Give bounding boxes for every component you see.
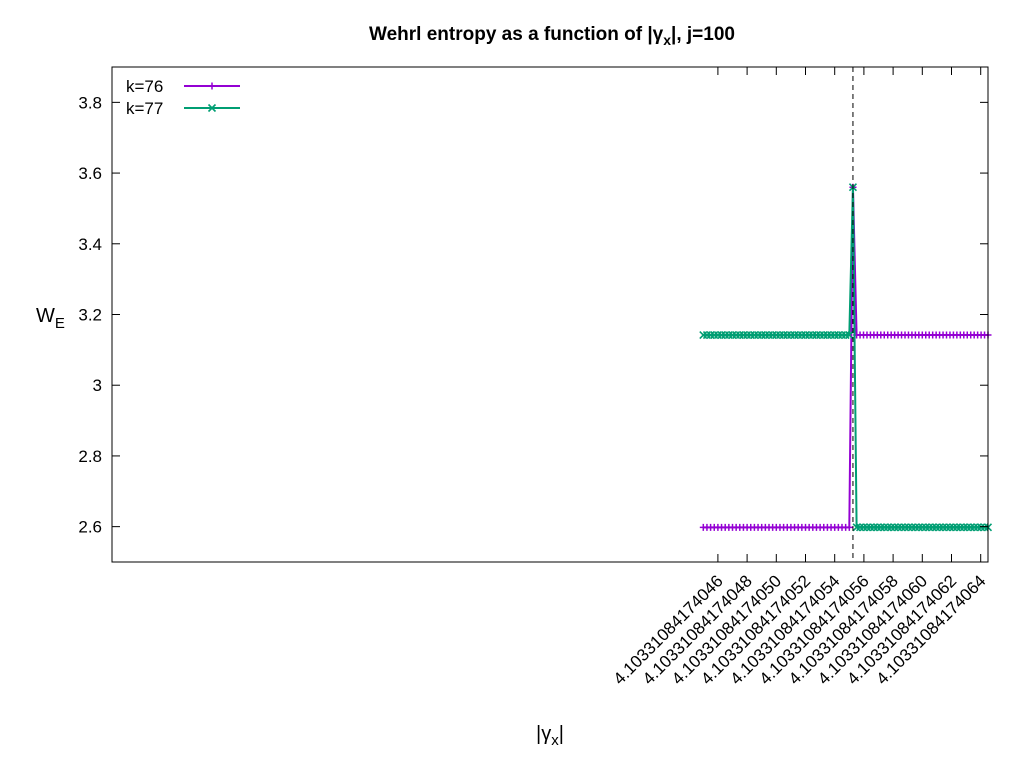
series-1-point-51 — [883, 523, 892, 532]
series-1-point-68 — [942, 523, 951, 532]
series-1-point-48 — [873, 523, 882, 532]
series-1-point-49 — [876, 523, 885, 532]
legend-label-1: k=77 — [126, 99, 163, 118]
series-1-point-46 — [866, 523, 875, 532]
series-1-point-78 — [977, 523, 986, 532]
series-line-1 — [703, 187, 988, 529]
series-1-point-75 — [966, 523, 975, 532]
series-1-point-44 — [859, 523, 868, 532]
series-1-point-64 — [928, 523, 937, 532]
y-tick-label: 2.8 — [78, 447, 102, 466]
x-axis-label: |γx| — [536, 723, 564, 749]
y-tick-label: 2.6 — [78, 518, 102, 537]
series-1-point-72 — [956, 523, 965, 532]
series-1-point-65 — [932, 523, 941, 532]
series-0-point-40 — [845, 523, 853, 531]
series-1-point-70 — [949, 523, 958, 532]
series-line-0 — [703, 187, 988, 529]
series-1-point-79 — [980, 523, 989, 532]
series-1-point-59 — [911, 523, 920, 532]
series-1-point-67 — [938, 523, 948, 532]
series-1-point-52 — [887, 523, 896, 532]
series-1-point-54 — [894, 523, 903, 532]
series-1-point-45 — [862, 523, 872, 532]
y-tick-label: 3 — [93, 376, 102, 395]
series-1-point-62 — [921, 523, 930, 532]
chart-title: Wehrl entropy as a function of |γx|, j=1… — [369, 24, 735, 48]
series-1-point-74 — [963, 523, 972, 532]
series-1-point-53 — [890, 523, 899, 532]
series-1-point-66 — [935, 523, 944, 532]
series-1-point-55 — [897, 523, 906, 532]
legend-marker-0 — [208, 82, 216, 90]
series-1-point-56 — [900, 523, 910, 532]
series-1-point-73 — [959, 523, 968, 532]
series-1-point-50 — [880, 523, 889, 532]
series-1-point-71 — [952, 523, 961, 532]
y-tick-label: 3.4 — [78, 235, 102, 254]
axes: 2.62.833.23.43.63.84.103310841740464.103… — [78, 66, 990, 688]
y-tick-label: 3.8 — [78, 93, 102, 112]
plot-area — [699, 67, 993, 562]
series-1-point-58 — [907, 523, 916, 532]
y-axis-label: WE — [36, 305, 65, 332]
series-1-point-40 — [845, 330, 854, 340]
series-1-point-69 — [945, 523, 955, 532]
series-1-point-42 — [852, 523, 861, 532]
legend-marker-1 — [207, 103, 217, 113]
series-1-point-77 — [973, 523, 982, 532]
series-1-point-47 — [869, 523, 878, 532]
series-1-point-63 — [925, 523, 934, 532]
series-1-point-57 — [904, 523, 913, 532]
series-1-point-60 — [914, 523, 923, 532]
y-tick-label: 3.6 — [78, 164, 102, 183]
legend-label-0: k=76 — [126, 77, 163, 96]
y-tick-label: 3.2 — [78, 306, 102, 325]
series-1-point-43 — [855, 523, 865, 532]
legend: k=76 k=77 — [126, 77, 240, 118]
series-1-point-76 — [970, 523, 979, 532]
series-1-point-61 — [918, 523, 927, 532]
